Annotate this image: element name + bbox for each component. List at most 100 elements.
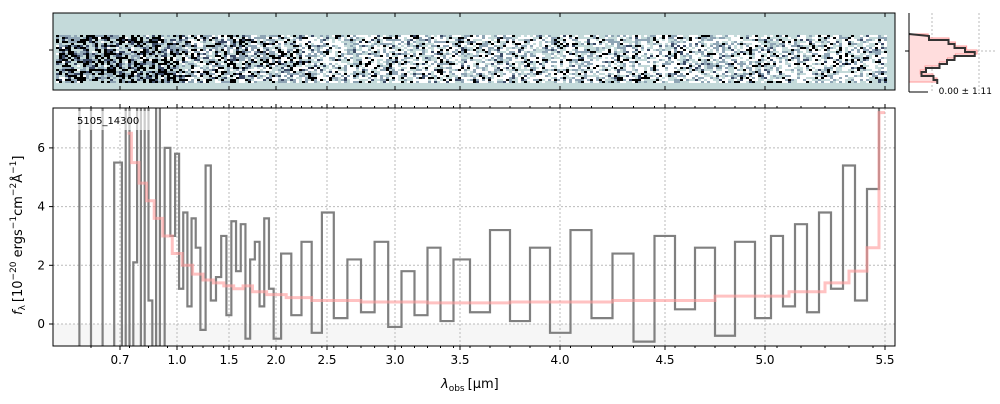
pixel [332,71,335,73]
pixel [59,53,62,55]
pixel [281,43,284,45]
pixel [515,49,518,51]
pixel [584,37,587,39]
pixel [611,57,614,59]
pixel [350,43,353,45]
pixel [536,49,539,51]
pixel [353,35,356,37]
pixel [59,35,62,37]
pixel [530,63,533,65]
pixel [284,41,287,43]
pixel [110,37,113,39]
pixel [659,59,662,61]
pixel [239,69,242,71]
pixel [320,77,323,79]
pixel [629,37,632,39]
pixel [335,55,338,57]
pixel [539,71,542,73]
pixel [425,61,428,63]
pixel [197,63,200,65]
pixel [83,61,86,63]
pixel [134,53,137,55]
pixel [341,79,344,81]
pixel [281,45,284,47]
pixel [590,71,593,73]
pixel [182,69,185,71]
pixel [368,75,371,77]
pixel [638,55,641,57]
pixel [479,49,482,51]
pixel [266,37,269,39]
pixel [620,79,623,81]
pixel [278,41,281,43]
pixel [284,63,287,65]
pixel [575,51,578,53]
pixel [533,55,536,57]
pixel [113,47,116,49]
pixel [173,61,176,63]
pixel [566,59,569,61]
pixel [134,49,137,51]
pixel [350,35,353,37]
pixel [362,53,365,55]
pixel [197,37,200,39]
pixel [488,41,491,43]
pixel [209,61,212,63]
pixel [257,35,260,37]
pixel [332,53,335,55]
pixel [437,41,440,43]
pixel [215,45,218,47]
pixel [323,45,326,47]
pixel [317,67,320,69]
pixel [68,57,71,59]
pixel [590,45,593,47]
pixel [506,63,509,65]
pixel [554,61,557,63]
pixel [623,71,626,73]
pixel [530,45,533,47]
pixel [311,39,314,41]
pixel [605,43,608,45]
pixel [473,41,476,43]
pixel [284,35,287,37]
pixel [677,69,680,71]
pixel [365,75,368,77]
pixel [233,37,236,39]
pixel [71,35,74,37]
pixel [575,67,578,69]
pixel [590,77,593,79]
pixel [215,75,218,77]
pixel [350,39,353,41]
pixel [71,67,74,69]
pixel [494,75,497,77]
pixel [449,53,452,55]
pixel [479,43,482,45]
pixel [590,55,593,57]
pixel [632,79,635,81]
pixel [56,41,59,43]
pixel [254,77,257,79]
pixel [62,49,65,51]
pixel [338,35,341,37]
pixel [455,73,458,75]
pixel [110,61,113,63]
pixel [608,43,611,45]
pixel [230,79,233,81]
pixel [671,75,674,77]
pixel [74,75,77,77]
pixel [155,79,158,81]
pixel [335,75,338,77]
pixel [380,61,383,63]
pixel [209,69,212,71]
pixel [77,81,80,83]
pixel [113,69,116,71]
pixel [146,39,149,41]
pixel [452,47,455,49]
pixel [374,77,377,79]
pixel [110,79,113,81]
pixel [164,35,167,37]
pixel [305,41,308,43]
pixel [176,69,179,71]
pixel [152,73,155,75]
pixel [407,37,410,39]
